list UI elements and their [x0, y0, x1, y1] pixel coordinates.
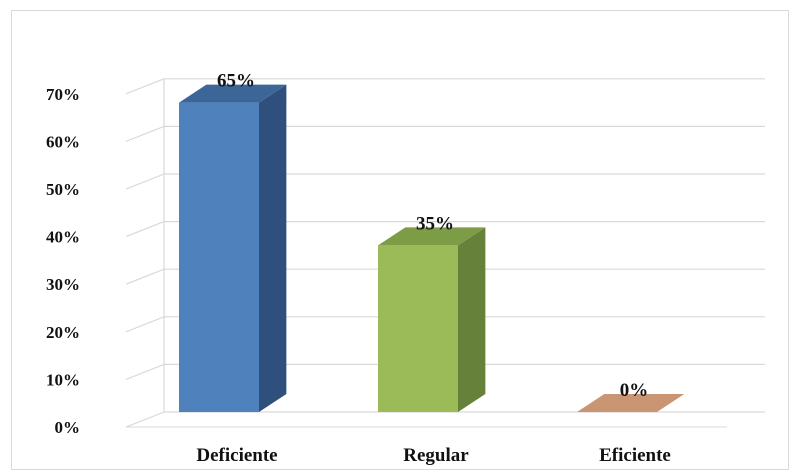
- gridline-depth: [125, 78, 165, 95]
- gridline-depth: [125, 125, 165, 142]
- bar-front: [179, 102, 259, 412]
- bar-eficiente: [577, 394, 685, 412]
- y-tick-label: 60%: [46, 132, 80, 151]
- y-tick-label: 70%: [46, 85, 80, 104]
- category-label: Eficiente: [599, 445, 671, 466]
- category-label: Deficiente: [196, 445, 277, 466]
- y-tick-label: 20%: [46, 323, 80, 342]
- bar-deficiente: [179, 84, 287, 412]
- y-tick-label: 30%: [46, 275, 80, 294]
- gridline-depth: [125, 173, 165, 190]
- y-axis-tick-labels: 0% 10% 20% 30% 40% 50% 60% 70%: [46, 85, 80, 437]
- bar-top: [577, 394, 685, 412]
- data-label: 35%: [416, 213, 454, 234]
- bars: [179, 84, 685, 412]
- y-tick-label: 50%: [46, 180, 80, 199]
- bar-front: [378, 245, 458, 412]
- bar-top: [378, 227, 486, 246]
- y-tick-label: 40%: [46, 228, 80, 247]
- y-tick-label: 0%: [55, 418, 81, 437]
- bar-side: [458, 227, 486, 412]
- data-label: 65%: [217, 71, 255, 92]
- gridline-depth: [125, 221, 165, 238]
- y-tick-label: 10%: [46, 370, 80, 389]
- gridline-depth: [125, 363, 165, 380]
- gridline-depth: [125, 411, 165, 428]
- gridline-depth: [125, 316, 165, 333]
- category-label: Regular: [403, 445, 469, 466]
- data-label: 0%: [620, 380, 649, 401]
- bar-side: [259, 84, 287, 412]
- x-axis-category-labels: Deficiente Regular Eficiente: [196, 445, 671, 466]
- bar-top: [179, 84, 287, 103]
- gridline-depth: [125, 268, 165, 285]
- data-labels: 65% 35% 0%: [217, 71, 648, 401]
- bar-regular: [378, 227, 486, 412]
